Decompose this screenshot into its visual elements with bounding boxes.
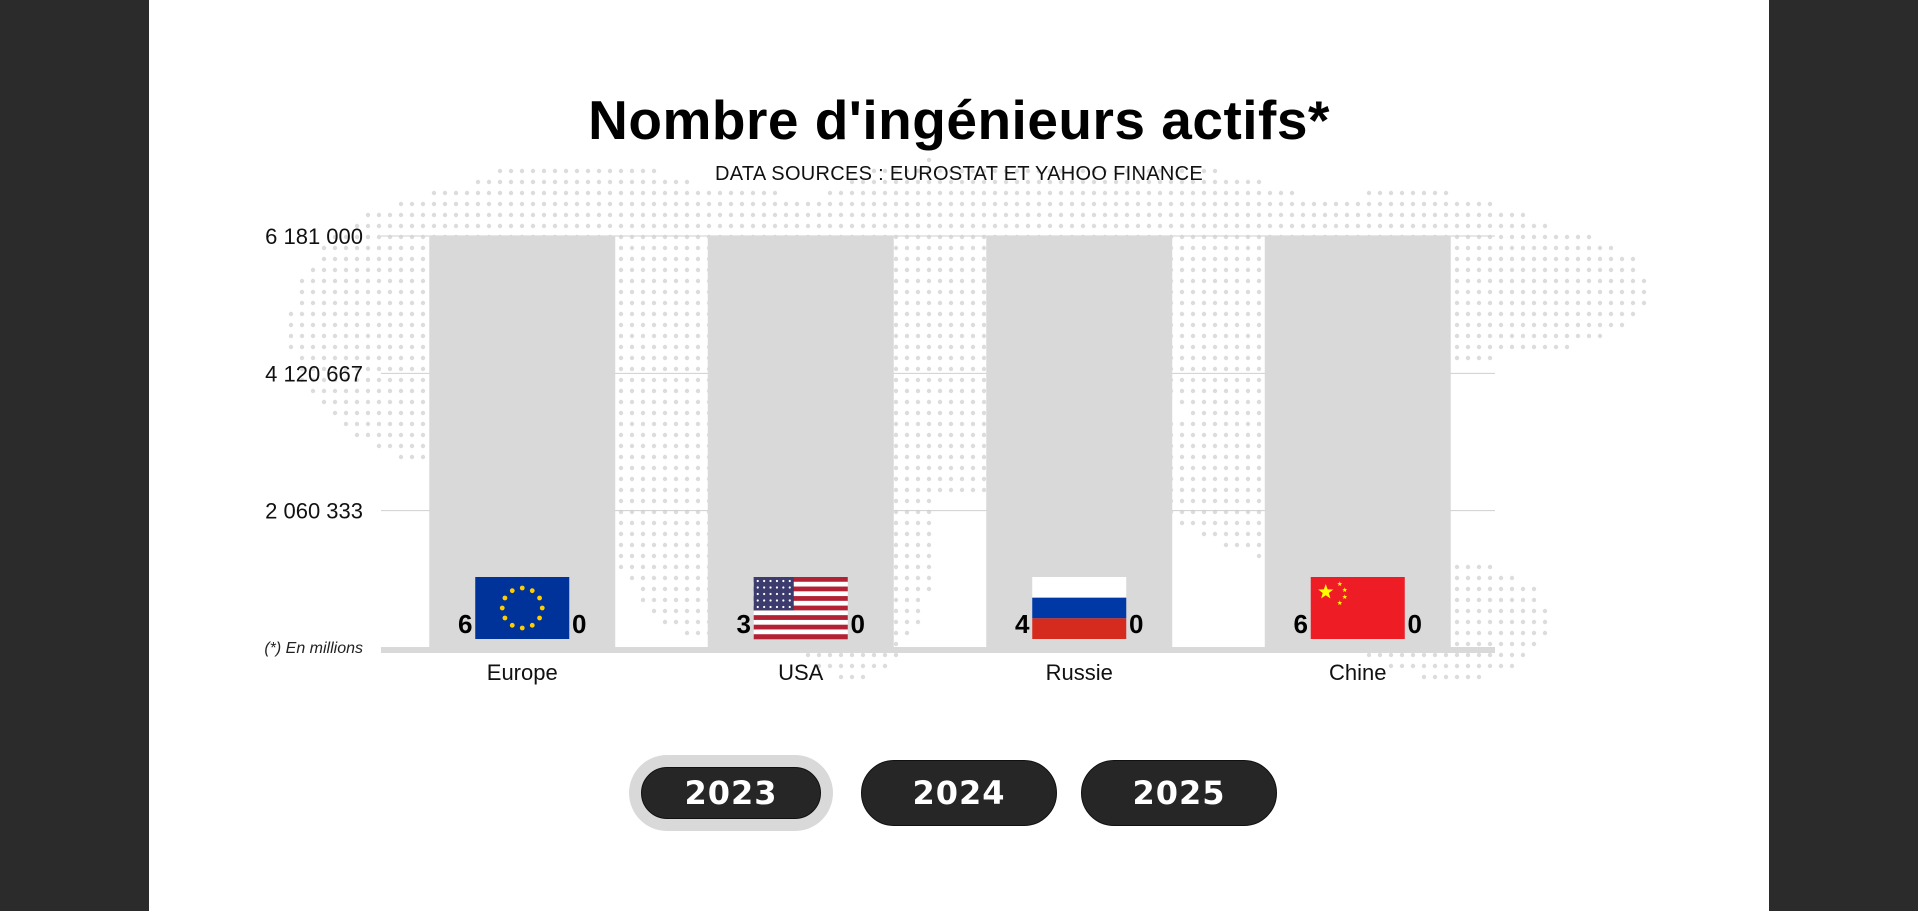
russia-flag-icon bbox=[1032, 577, 1127, 639]
year-button-2023[interactable]: 2023 bbox=[641, 767, 821, 819]
y-tick-label: 6 181 000 bbox=[265, 224, 363, 249]
year-button-2025[interactable]: 2025 bbox=[1081, 760, 1277, 826]
y-tick-label: 4 120 667 bbox=[265, 361, 363, 386]
chart-title: Nombre d'ingénieurs actifs* bbox=[588, 89, 1330, 151]
chart-subtitle: DATA SOURCES : EUROSTAT ET YAHOO FINANCE bbox=[714, 163, 1203, 185]
category-label: Chine bbox=[1329, 660, 1386, 685]
bar-value-label: 4 bbox=[1015, 609, 1030, 639]
bar-value-label: 6 bbox=[458, 609, 472, 639]
chart-panel: Nombre d'ingénieurs actifs* DATA SOURCES… bbox=[149, 0, 1769, 911]
category-label: Europe bbox=[487, 660, 558, 685]
bar-value-label: 0 bbox=[572, 609, 586, 639]
bar-value-label: 0 bbox=[1129, 609, 1143, 639]
us-flag-icon bbox=[753, 577, 848, 640]
bar-value-label: 3 bbox=[737, 609, 751, 639]
eu-flag-icon bbox=[475, 577, 570, 639]
year-button-2024[interactable]: 2024 bbox=[861, 760, 1057, 826]
year-selector: 2023 2024 2025 bbox=[149, 760, 1769, 826]
x-axis bbox=[381, 647, 1495, 653]
china-flag-icon bbox=[1310, 577, 1405, 639]
bar-chart: 6 181 000 4 120 667 2 060 333 6 0 Europe 3 0 US… bbox=[264, 224, 1495, 685]
unit-note: (*) En millions bbox=[264, 640, 363, 657]
bar-value-label: 0 bbox=[1408, 609, 1422, 639]
bar-value-label: 6 bbox=[1294, 609, 1308, 639]
category-label: Russie bbox=[1046, 660, 1113, 685]
bar-value-label: 0 bbox=[851, 609, 865, 639]
y-tick-label: 2 060 333 bbox=[265, 499, 363, 524]
category-label: USA bbox=[778, 660, 824, 685]
